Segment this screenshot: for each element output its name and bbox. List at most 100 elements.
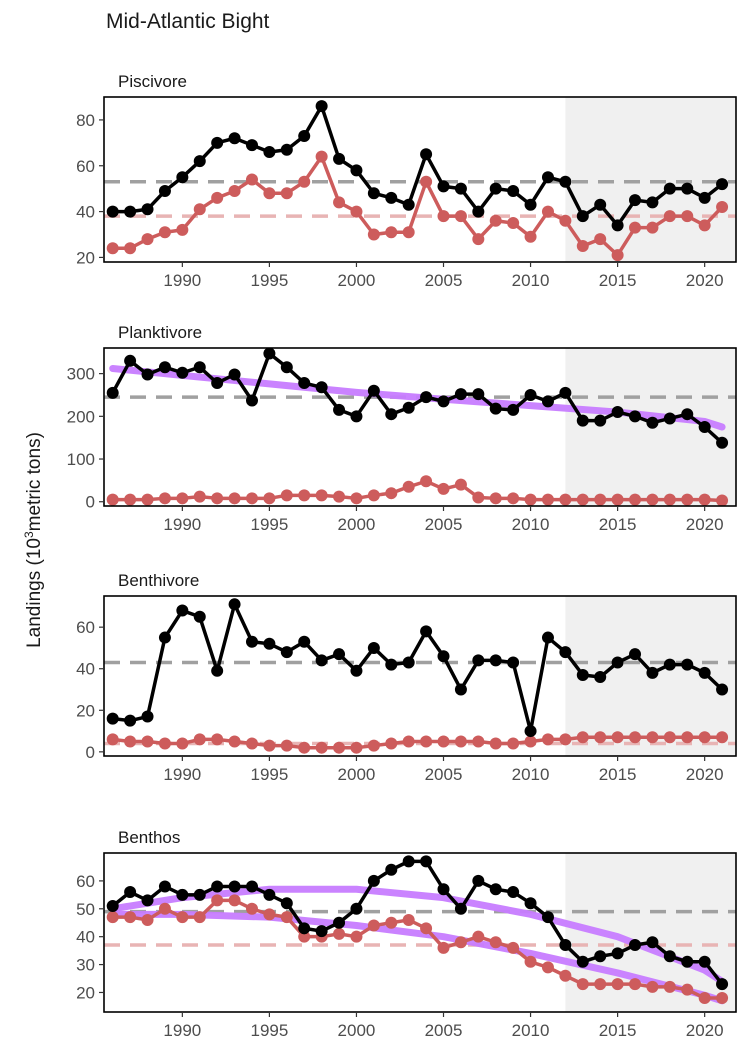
data-point-commercial (280, 739, 293, 752)
data-point-commercial (263, 908, 276, 921)
data-point-total (228, 132, 241, 145)
data-point-commercial (280, 489, 293, 502)
x-tick-label: 2020 (686, 271, 724, 290)
data-point-total (245, 880, 258, 893)
data-point-total (646, 196, 659, 209)
data-point-total (524, 388, 537, 401)
data-point-total (646, 936, 659, 949)
data-point-total (280, 646, 293, 659)
data-point-total (489, 883, 502, 896)
data-point-commercial (245, 902, 258, 915)
data-point-total (489, 182, 502, 195)
data-point-total (211, 377, 224, 390)
data-point-commercial (211, 894, 224, 907)
data-point-commercial (437, 482, 450, 495)
data-point-commercial (402, 735, 415, 748)
data-point-commercial (507, 492, 520, 505)
data-point-commercial (472, 491, 485, 504)
x-tick-label: 1990 (163, 765, 201, 784)
data-point-total (507, 656, 520, 669)
data-point-total (350, 410, 363, 423)
data-point-commercial (559, 733, 572, 746)
data-point-total (124, 205, 137, 218)
data-point-total (385, 658, 398, 671)
y-tick-label: 0 (86, 743, 95, 762)
data-point-total (298, 377, 311, 390)
data-point-total (681, 182, 694, 195)
data-point-commercial (524, 493, 537, 506)
data-point-total (420, 148, 433, 161)
y-tick-label: 40 (76, 928, 95, 947)
data-point-total (333, 648, 346, 661)
data-point-total (263, 146, 276, 158)
data-point-commercial (350, 492, 363, 505)
data-point-commercial (350, 930, 363, 943)
x-tick-label: 2000 (338, 515, 376, 534)
data-point-total (385, 863, 398, 876)
x-tick-label: 2000 (338, 765, 376, 784)
data-point-commercial (280, 911, 293, 924)
data-point-commercial (629, 978, 642, 991)
panel-title: Piscivore (118, 72, 187, 91)
data-point-commercial (541, 961, 554, 974)
data-point-commercial (385, 737, 398, 750)
data-point-commercial (350, 741, 363, 754)
data-point-total (541, 631, 554, 644)
data-point-total (420, 855, 433, 868)
data-point-commercial (681, 210, 694, 223)
data-point-total (402, 401, 415, 414)
data-point-commercial (158, 492, 171, 505)
data-point-total (228, 598, 241, 611)
data-point-commercial (524, 955, 537, 968)
data-point-total (698, 191, 711, 204)
data-point-commercial (559, 969, 572, 982)
data-point-commercial (141, 233, 154, 246)
data-point-total (576, 210, 589, 223)
data-point-total (298, 635, 311, 648)
data-point-commercial (629, 731, 642, 744)
data-point-commercial (594, 233, 607, 246)
data-point-commercial (576, 731, 589, 744)
data-point-total (437, 883, 450, 896)
data-point-total (158, 880, 171, 893)
data-point-total (646, 416, 659, 429)
panel-benthos: Benthos 20 30 40 50 60 1990 1995 2000 2005 2010 201… (76, 828, 737, 1040)
data-point-commercial (141, 913, 154, 926)
data-point-total (524, 725, 537, 738)
x-tick-label: 2020 (686, 765, 724, 784)
data-point-commercial (420, 175, 433, 188)
data-point-commercial (367, 919, 380, 932)
data-point-total (681, 658, 694, 671)
data-point-total (611, 219, 624, 232)
data-point-total (716, 178, 729, 191)
data-point-total (193, 361, 206, 374)
y-tick-label: 100 (67, 450, 95, 469)
data-point-commercial (437, 735, 450, 748)
data-point-commercial (385, 916, 398, 929)
recent-period-shade (565, 97, 736, 262)
data-point-commercial (141, 493, 154, 506)
data-point-commercial (716, 992, 729, 1005)
data-point-total (402, 198, 415, 211)
data-point-total (350, 664, 363, 677)
data-point-commercial (663, 731, 676, 744)
x-tick-label: 1995 (250, 515, 288, 534)
data-point-total (663, 950, 676, 963)
data-point-commercial (698, 493, 711, 506)
x-tick-label: 2020 (686, 1021, 724, 1040)
data-point-total (193, 888, 206, 901)
data-point-commercial (611, 493, 624, 506)
y-tick-label: 40 (76, 203, 95, 222)
data-point-total (594, 414, 607, 427)
data-point-total (663, 182, 676, 195)
data-point-commercial (263, 739, 276, 752)
x-tick-label: 2005 (425, 765, 463, 784)
data-point-total (176, 604, 189, 617)
data-point-total (106, 386, 119, 399)
data-point-total (367, 641, 380, 654)
data-point-commercial (507, 737, 520, 750)
panel-frame (103, 595, 737, 757)
data-point-total (176, 888, 189, 901)
data-point-commercial (106, 911, 119, 924)
